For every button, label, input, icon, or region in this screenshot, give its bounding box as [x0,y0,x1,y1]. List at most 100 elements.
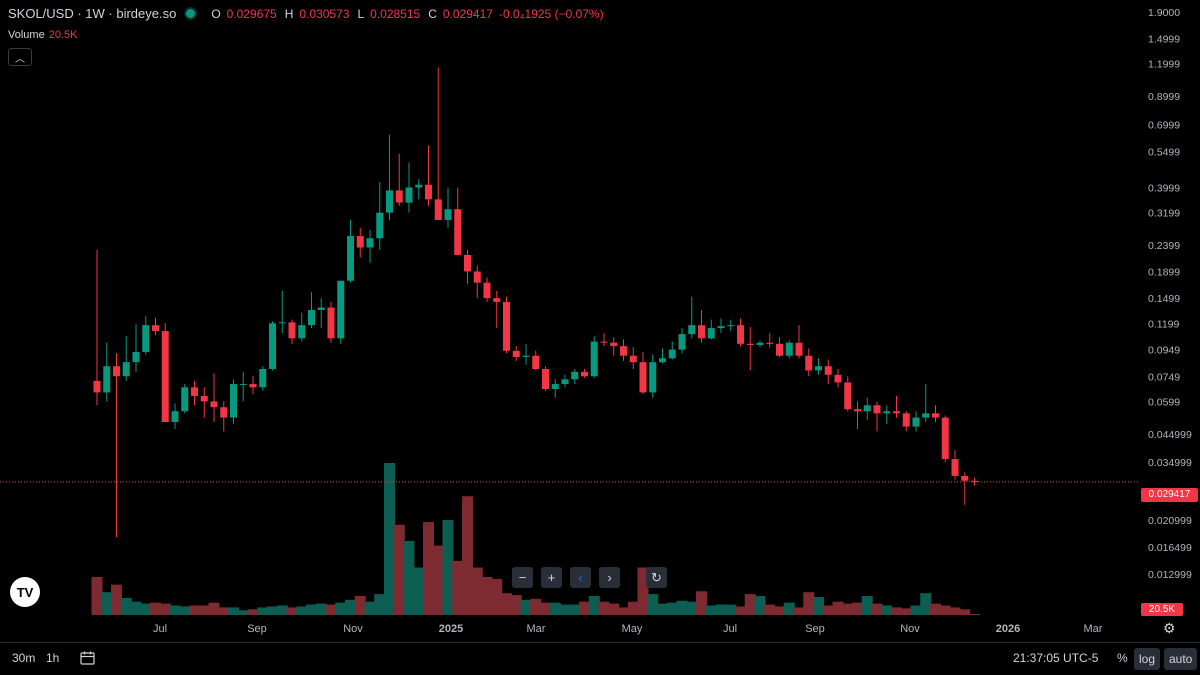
calendar-icon[interactable] [80,651,96,668]
y-tick-label: 0.016499 [1148,542,1192,554]
scroll-left-button[interactable]: ‹ [570,567,591,588]
candle-body [590,341,598,377]
candle-body [522,355,530,357]
change-value: -0.0₄1925 (−0.07%) [498,6,604,21]
candle-body [971,480,978,482]
volume-bar [120,597,132,615]
volume-value: 20.5K [48,29,78,41]
x-tick-label: Jul [153,623,167,635]
reset-chart-button[interactable]: ↻ [646,567,667,588]
symbol-title[interactable]: SKOL/USD · 1W · birdeye.so [8,6,177,21]
y-tick-label: 0.5499 [1148,147,1180,159]
candle-body [483,282,491,299]
candle-body [551,384,559,389]
candle-body [425,184,432,200]
scroll-right-button[interactable]: › [599,567,620,588]
candle-body [239,384,247,386]
minus-icon: − [518,570,527,585]
volume-bar [481,577,493,615]
candle-body [873,405,881,414]
low-label: L [357,6,365,21]
candle-body [434,199,442,220]
candle-body [181,387,189,412]
volume-legend[interactable]: Volume 20.5K [8,29,77,41]
candle-body [688,325,696,335]
volume-bar [549,602,561,615]
y-tick-label: 0.1899 [1148,267,1180,279]
interval-1h-button[interactable]: 1h [46,651,60,665]
volume-bar [588,596,600,615]
tradingview-logo[interactable]: TV [10,577,40,607]
candle-body [464,254,471,272]
volume-bar [930,603,941,615]
candle-body [815,366,822,371]
volume-bar [374,594,386,615]
collapse-legend-button[interactable]: ︿ [8,48,32,66]
high-value: 0.030573 [299,6,350,21]
volume-bar [647,594,659,615]
volume-bar [91,577,103,615]
volume-bar [306,604,317,615]
candle-body [317,307,325,310]
timezone-button[interactable]: 21:37:05 UTC-5 [1013,651,1099,665]
x-tick-label: Nov [343,623,363,635]
x-tick-label: Sep [805,623,825,635]
candle-body [902,413,910,427]
volume-bar [169,605,181,615]
candle-body [863,405,871,412]
candle-body [922,413,930,418]
candle-body [161,331,169,423]
volume-bar [228,607,239,615]
log-scale-button[interactable]: log [1134,648,1161,670]
gear-icon[interactable]: ⚙ [1163,620,1176,636]
candle-body [230,384,237,418]
x-tick-label: May [622,623,643,635]
volume-bar [822,605,834,615]
volume-bar [432,545,444,615]
volume-bar [783,602,795,615]
y-tick-label: 0.020999 [1148,515,1192,527]
high-label: H [284,6,294,21]
y-tick-label: 1.4999 [1148,33,1180,45]
candle-body [678,334,686,350]
zoom-out-button[interactable]: − [512,567,533,588]
volume-bar [491,578,503,615]
chart-navigation: − + ‹ › ↻ [512,567,667,588]
candle-body [454,209,462,255]
volume-bar [540,602,551,615]
volume-bar [296,606,308,615]
candle-body [610,342,618,347]
candle-body [951,459,959,476]
candle-body [844,382,852,410]
candle-body [854,409,861,412]
y-tick-label: 0.044999 [1148,429,1192,441]
volume-bar [627,601,639,615]
candle-body [805,355,813,371]
volume-bar [530,598,542,615]
auto-scale-button[interactable]: auto [1164,648,1198,670]
reset-icon: ↻ [651,569,662,585]
volume-bar [520,599,532,615]
volume-bar [852,602,863,615]
candle-body [542,368,549,389]
y-tick-label: 0.1499 [1148,293,1180,305]
interval-30m-button[interactable]: 30m [12,651,36,665]
volume-bar [325,604,337,615]
x-tick-label: 2026 [996,623,1020,635]
x-tick-label: 2025 [439,623,463,635]
y-tick-label: 0.012999 [1148,569,1192,581]
volume-bar [208,602,220,615]
volume-bar [140,603,152,615]
volume-bar [735,606,746,615]
percent-scale-button[interactable]: % [1117,651,1128,665]
candle-body [503,301,510,351]
volume-bar [725,604,737,615]
time-axis[interactable]: Jul Sep Nov 2025 Mar May Jul Sep Nov 2026 Mar [153,623,1103,635]
volume-bar [657,603,668,615]
zoom-in-button[interactable]: + [541,567,562,588]
y-tick-label: 0.3999 [1148,183,1180,195]
candle-body [444,209,452,220]
low-value: 0.028515 [370,6,421,21]
candle-body [532,355,540,369]
